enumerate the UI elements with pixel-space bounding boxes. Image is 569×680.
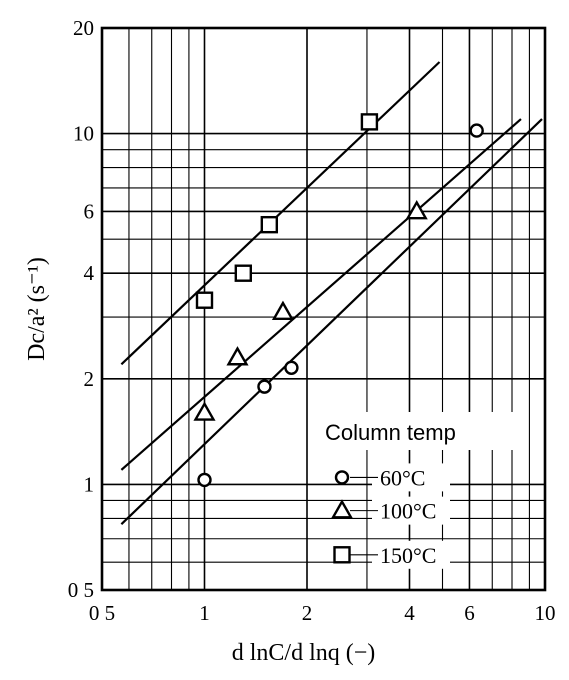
legend-entry-label: 150°C	[380, 543, 436, 568]
legend-entry-label: 60°C	[380, 465, 425, 490]
data-point-circle	[197, 472, 212, 488]
data-markers	[193, 113, 484, 488]
plot-frame	[100, 26, 547, 592]
legend-square-icon	[333, 546, 351, 564]
fit-lines	[120, 61, 543, 526]
y-tick-label: 0 5	[68, 578, 94, 602]
data-point-triangle	[226, 346, 249, 366]
y-tick-label: 1	[84, 472, 95, 496]
legend-entry-background	[372, 463, 450, 492]
legend-background	[320, 412, 520, 450]
fit-line-triangle	[120, 118, 522, 471]
data-point-circle	[469, 123, 484, 138]
data-point-triangle	[193, 401, 216, 421]
data-point-square	[260, 215, 279, 234]
y-tick-label: 4	[84, 261, 95, 285]
fit-line-square	[120, 61, 441, 366]
y-tick-label: 2	[84, 367, 95, 391]
data-point-square	[360, 113, 379, 131]
grid	[102, 28, 545, 590]
legend-circle-icon	[334, 470, 350, 485]
x-tick-label: 6	[464, 601, 475, 625]
x-axis-label: d lnC/d lnq (−)	[232, 640, 376, 666]
legend-entry-background	[372, 496, 450, 525]
legend-entry-label: 100°C	[380, 499, 436, 524]
legend-title: Column temp	[325, 420, 456, 445]
data-point-square	[234, 264, 252, 282]
x-tick-label: 10	[535, 601, 556, 625]
y-tick-label: 20	[73, 16, 94, 40]
x-tick-label: 2	[302, 601, 313, 625]
data-point-triangle	[271, 300, 295, 320]
legend-entry-background	[372, 540, 450, 569]
data-point-circle	[284, 360, 299, 375]
x-tick-label: 1	[199, 601, 210, 625]
y-axis-label: Dc/a² (s⁻¹)	[24, 257, 50, 361]
data-point-circle	[257, 379, 272, 394]
x-tick-label: 0 5	[89, 601, 115, 625]
x-tick-label: 4	[404, 601, 415, 625]
data-point-triangle	[405, 200, 428, 220]
data-point-square	[195, 291, 214, 309]
fit-line-circle	[120, 118, 543, 526]
tick-labels: 0 5 1 2 4 6 10 0 5 1 2 4 6 10 20	[68, 16, 556, 625]
y-tick-label: 10	[73, 122, 94, 146]
legend: Column temp 60°C 100°C 150°C	[325, 420, 456, 569]
y-tick-label: 6	[84, 199, 95, 223]
legend-triangle-icon	[330, 499, 354, 519]
